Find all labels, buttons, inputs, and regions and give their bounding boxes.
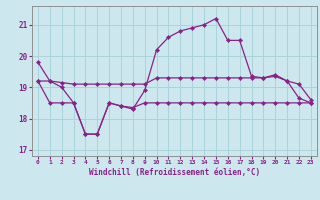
X-axis label: Windchill (Refroidissement éolien,°C): Windchill (Refroidissement éolien,°C) (89, 168, 260, 177)
